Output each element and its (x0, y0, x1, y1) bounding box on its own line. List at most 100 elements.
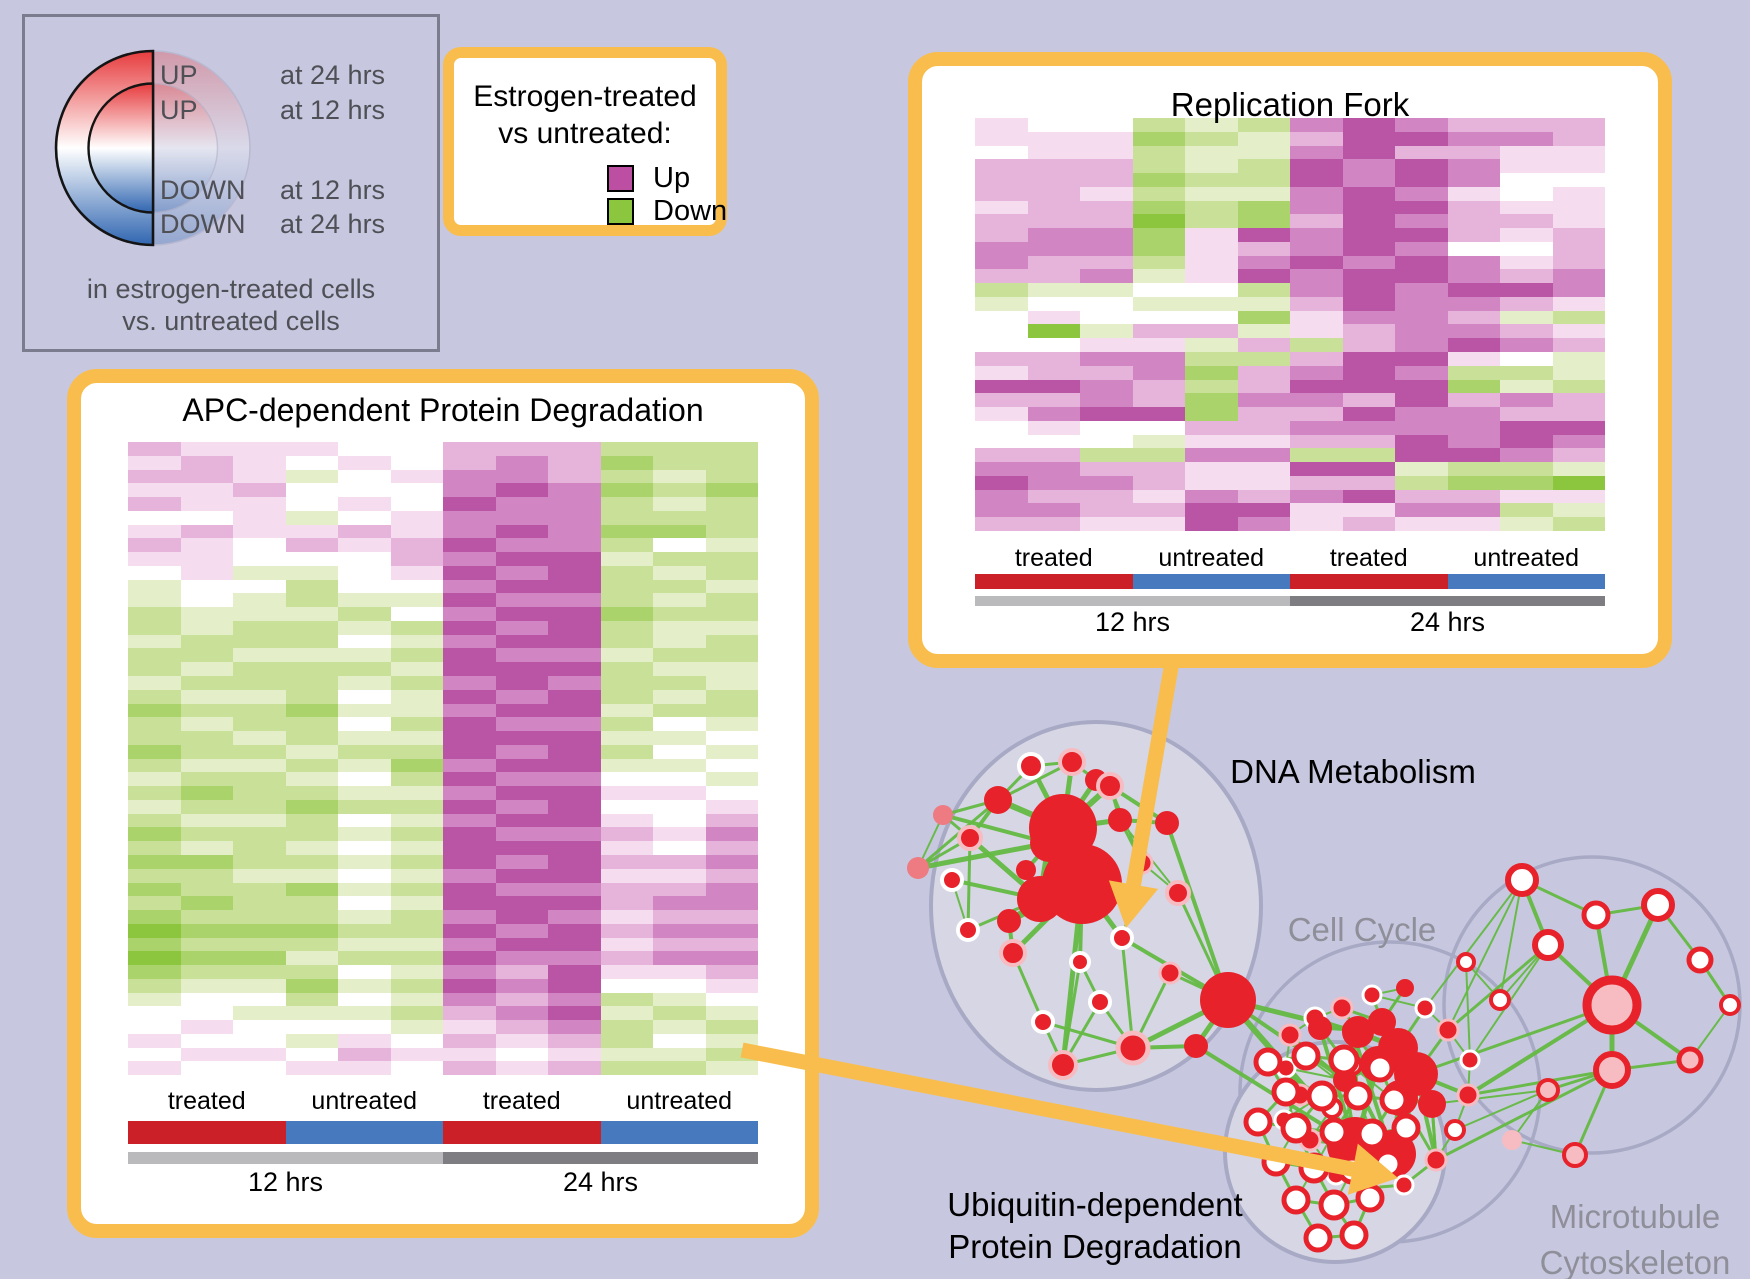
network-edge (996, 760, 1074, 802)
heatmap-cell (443, 965, 496, 979)
heatmap-cell (233, 510, 286, 525)
heatmap-cell (1132, 200, 1185, 215)
gene-node (1321, 1097, 1343, 1119)
heatmap-cell (495, 676, 548, 690)
heatmap-cell (1447, 200, 1500, 215)
gene-node (907, 857, 929, 879)
heatmap-cell (338, 868, 391, 883)
network-edge (1390, 1152, 1406, 1187)
heatmap-cell (653, 1020, 706, 1034)
heatmap-cell (1080, 434, 1133, 449)
network-edge (1108, 784, 1122, 822)
heatmap-cell (548, 524, 601, 539)
heatmap-cell (1395, 255, 1448, 270)
network-edge (1350, 1028, 1394, 1156)
heatmap-cell (548, 634, 601, 649)
heatmap-cell (548, 813, 601, 828)
network-edge (1130, 997, 1231, 1051)
heatmap-cell (1237, 379, 1290, 394)
heatmap-cell (1290, 310, 1343, 325)
heatmap-cell (1500, 214, 1553, 229)
heatmap-cell (495, 607, 548, 621)
gene-node (1273, 1109, 1295, 1131)
network-edge (1165, 821, 1230, 1002)
heatmap-cell (128, 662, 181, 677)
gene-node (1368, 1130, 1416, 1178)
gene-node (1288, 1083, 1312, 1107)
heatmap-cell (128, 1047, 181, 1062)
heatmap-cell (1447, 241, 1500, 256)
heatmap-cell (1027, 448, 1080, 463)
network-edge (1511, 1139, 1576, 1156)
heatmap-cell (600, 717, 653, 732)
heatmap-cell (443, 882, 496, 897)
gene-node (1505, 863, 1539, 897)
heatmap-cell (548, 579, 601, 594)
heatmap-cell (495, 923, 548, 938)
heatmap-row (975, 503, 1605, 518)
network-edge (1414, 1028, 1450, 1076)
network-edge (1447, 1029, 1471, 1061)
heatmap-cell (1342, 173, 1395, 187)
heatmap-cell (443, 1061, 496, 1076)
heatmap-cell (285, 524, 338, 539)
heatmap-cell (1395, 131, 1448, 146)
heatmap-cell (1185, 420, 1238, 435)
network-edge (1098, 1000, 1135, 1050)
heatmap-cell (495, 1033, 548, 1048)
network-edge (1193, 997, 1231, 1049)
heatmap-cell (180, 951, 233, 966)
heatmap-cell (600, 772, 653, 787)
heatmap-cell (128, 579, 181, 594)
heatmap-cell (1237, 517, 1290, 531)
heatmap-cell (705, 1020, 758, 1034)
heatmap-cell (1080, 420, 1133, 435)
network-edge (1289, 1034, 1346, 1081)
heatmap-cell (443, 552, 496, 566)
heatmap-cell (443, 937, 496, 952)
heatmap-cell (705, 1061, 758, 1076)
heatmap-cell (443, 662, 496, 677)
heatmap-cell (180, 676, 233, 690)
network-edge (917, 814, 944, 869)
rf-group-label-3: untreated (1473, 544, 1580, 572)
heatmap-cell (233, 731, 286, 745)
heatmap-cell (390, 772, 443, 787)
heatmap-cell (653, 703, 706, 718)
heatmap-cell (495, 442, 548, 456)
network-edge (1380, 1020, 1400, 1050)
heatmap-cell (338, 689, 391, 704)
heatmap-cell (975, 338, 1028, 353)
heatmap-cell (600, 1047, 653, 1062)
network-edge (1446, 943, 1550, 1032)
heatmap-cell (1027, 214, 1080, 229)
heatmap-cell (705, 703, 758, 718)
heatmap-cell (338, 593, 391, 608)
heatmap-cell (338, 923, 391, 938)
heatmap-cell (1132, 228, 1185, 242)
network-edge (1594, 903, 1660, 917)
network-edge (1430, 1102, 1438, 1162)
network-edge (1036, 880, 1086, 903)
heatmap-cell (285, 937, 338, 952)
heatmap-cell (443, 483, 496, 498)
network-edge (1351, 1031, 1359, 1066)
heatmap-cell (128, 483, 181, 498)
heatmap-cell (390, 510, 443, 525)
heatmap-cell (653, 896, 706, 911)
gene-node (1200, 972, 1256, 1028)
heatmap-cell (443, 524, 496, 539)
heatmap-cell (1552, 517, 1605, 531)
rf-heatmap (975, 118, 1605, 531)
heatmap-cell (338, 676, 391, 690)
heatmap-cell (443, 538, 496, 553)
network-edge (1010, 881, 1085, 956)
gene-node (1444, 1119, 1466, 1141)
heatmap-cell (653, 524, 706, 539)
heatmap-row (975, 475, 1605, 490)
network-edge (1332, 1130, 1374, 1136)
heatmap-cell (600, 538, 653, 553)
heatmap-cell (285, 442, 338, 456)
heatmap-cell (285, 731, 338, 745)
network-edge (1029, 760, 1074, 768)
